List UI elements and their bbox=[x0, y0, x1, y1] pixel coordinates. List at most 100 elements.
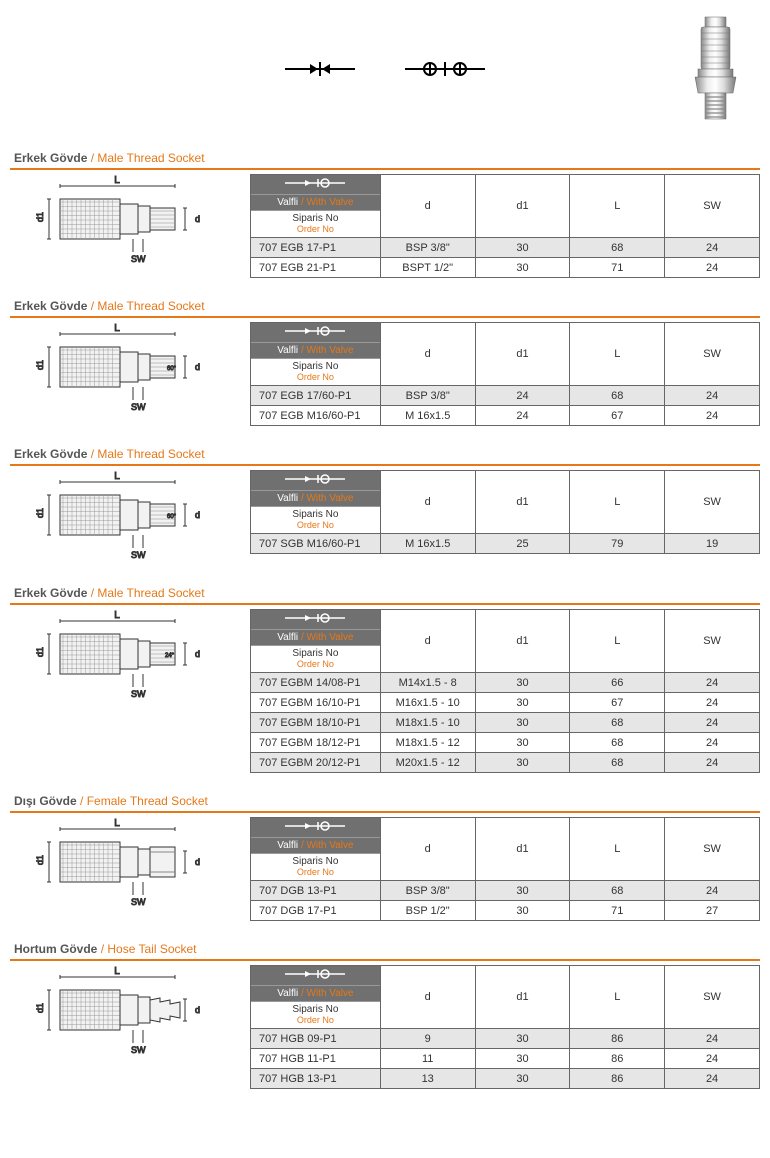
col-SW: SW bbox=[665, 175, 760, 238]
col-SW: SW bbox=[665, 323, 760, 386]
section-body: L d1 bbox=[10, 170, 760, 278]
cell-order: 707 EGBM 18/10-P1 bbox=[251, 713, 381, 733]
cell-d1: 30 bbox=[475, 1029, 570, 1049]
section-header: Hortum Gövde / Hose Tail Socket bbox=[10, 939, 760, 961]
cell-d: M 16x1.5 bbox=[380, 534, 475, 554]
col-d1: d1 bbox=[475, 471, 570, 534]
cell-SW: 24 bbox=[665, 1049, 760, 1069]
spec-table: Valfli / With Valve Siparis NoOrder No d… bbox=[250, 817, 760, 921]
table-row: 707 EGB 17-P1 BSP 3/8" 30 68 24 bbox=[251, 238, 760, 258]
cell-SW: 24 bbox=[665, 881, 760, 901]
technical-drawing: L 60° d1 bbox=[10, 322, 240, 417]
technical-drawing: L d1 d bbox=[10, 965, 240, 1060]
cell-order: 707 HGB 09-P1 bbox=[251, 1029, 381, 1049]
cell-d1: 30 bbox=[475, 753, 570, 773]
svg-text:d: d bbox=[195, 214, 200, 224]
cell-d: M14x1.5 - 8 bbox=[380, 673, 475, 693]
table-row: 707 DGB 17-P1 BSP 1/2" 30 71 27 bbox=[251, 901, 760, 921]
col-SW: SW bbox=[665, 610, 760, 673]
table-row: 707 EGB 17/60-P1 BSP 3/8" 24 68 24 bbox=[251, 386, 760, 406]
svg-text:SW: SW bbox=[131, 550, 146, 560]
spec-table: Valfli / With Valve Siparis NoOrder No d… bbox=[250, 609, 760, 773]
col-d: d bbox=[380, 323, 475, 386]
svg-text:d1: d1 bbox=[35, 647, 45, 657]
cell-d1: 24 bbox=[475, 386, 570, 406]
cell-L: 68 bbox=[570, 733, 665, 753]
technical-drawing: L d1 bbox=[10, 174, 240, 269]
cell-d1: 30 bbox=[475, 258, 570, 278]
svg-text:d1: d1 bbox=[35, 212, 45, 222]
section-title-en: / Male Thread Socket bbox=[91, 447, 205, 461]
valve-icon bbox=[251, 610, 380, 630]
header-order-col: Valfli / With Valve Siparis NoOrder No bbox=[251, 818, 381, 881]
col-d1: d1 bbox=[475, 175, 570, 238]
cell-L: 66 bbox=[570, 673, 665, 693]
cell-order: 707 EGBM 20/12-P1 bbox=[251, 753, 381, 773]
cell-d1: 30 bbox=[475, 1049, 570, 1069]
cell-d: BSP 3/8" bbox=[380, 238, 475, 258]
col-L: L bbox=[570, 323, 665, 386]
section-body: L 60° d1 bbox=[10, 318, 760, 426]
cell-L: 79 bbox=[570, 534, 665, 554]
section-title-tr: Erkek Gövde bbox=[14, 299, 87, 313]
table-row: 707 EGB 21-P1 BSPT 1/2" 30 71 24 bbox=[251, 258, 760, 278]
product-photo bbox=[680, 10, 750, 130]
cell-order: 707 EGB 17-P1 bbox=[251, 238, 381, 258]
technical-drawing: L 24° d1 bbox=[10, 609, 240, 704]
valve-label: Valfli / With Valve bbox=[251, 195, 380, 211]
cell-order: 707 SGB M16/60-P1 bbox=[251, 534, 381, 554]
spec-table: Valfli / With Valve Siparis NoOrder No d… bbox=[250, 470, 760, 554]
cell-d: M18x1.5 - 12 bbox=[380, 733, 475, 753]
section-body: L d1 bbox=[10, 813, 760, 921]
section-title-en: / Male Thread Socket bbox=[91, 151, 205, 165]
svg-text:L: L bbox=[114, 471, 120, 482]
cell-d: 9 bbox=[380, 1029, 475, 1049]
svg-text:d1: d1 bbox=[35, 855, 45, 865]
cell-SW: 24 bbox=[665, 693, 760, 713]
table-row: 707 HGB 13-P1 13 30 86 24 bbox=[251, 1069, 760, 1089]
section-header: Erkek Gövde / Male Thread Socket bbox=[10, 444, 760, 466]
cell-order: 707 EGBM 14/08-P1 bbox=[251, 673, 381, 693]
cell-d: BSP 1/2" bbox=[380, 901, 475, 921]
svg-text:24°: 24° bbox=[165, 653, 175, 659]
cell-L: 67 bbox=[570, 406, 665, 426]
spec-table: Valfli / With Valve Siparis NoOrder No d… bbox=[250, 174, 760, 278]
cell-SW: 27 bbox=[665, 901, 760, 921]
header-order-col: Valfli / With Valve Siparis NoOrder No bbox=[251, 966, 381, 1029]
cell-L: 68 bbox=[570, 753, 665, 773]
product-section: Erkek Gövde / Male Thread Socket L 60° bbox=[10, 296, 760, 426]
section-body: L 24° d1 bbox=[10, 605, 760, 773]
section-title-tr: Hortum Gövde bbox=[14, 942, 97, 956]
valve-label: Valfli / With Valve bbox=[251, 343, 380, 359]
col-L: L bbox=[570, 610, 665, 673]
table-row: 707 HGB 09-P1 9 30 86 24 bbox=[251, 1029, 760, 1049]
table-row: 707 EGBM 16/10-P1 M16x1.5 - 10 30 67 24 bbox=[251, 693, 760, 713]
svg-text:d1: d1 bbox=[35, 508, 45, 518]
cell-SW: 24 bbox=[665, 258, 760, 278]
section-title-en: / Hose Tail Socket bbox=[101, 942, 197, 956]
cell-d1: 30 bbox=[475, 901, 570, 921]
section-header: Erkek Gövde / Male Thread Socket bbox=[10, 583, 760, 605]
valve-icon bbox=[251, 175, 380, 195]
technical-drawing: L 60° d1 bbox=[10, 470, 240, 565]
cell-order: 707 DGB 17-P1 bbox=[251, 901, 381, 921]
valve-label: Valfli / With Valve bbox=[251, 986, 380, 1002]
svg-text:d: d bbox=[195, 857, 200, 867]
col-SW: SW bbox=[665, 966, 760, 1029]
flow-symbol-2 bbox=[405, 59, 485, 82]
svg-text:L: L bbox=[114, 175, 120, 186]
flow-symbol-1 bbox=[285, 59, 355, 82]
cell-L: 71 bbox=[570, 258, 665, 278]
header-order-col: Valfli / With Valve Siparis NoOrder No bbox=[251, 323, 381, 386]
cell-SW: 24 bbox=[665, 1029, 760, 1049]
svg-text:SW: SW bbox=[131, 1045, 146, 1055]
col-d: d bbox=[380, 175, 475, 238]
table-row: 707 SGB M16/60-P1 M 16x1.5 25 79 19 bbox=[251, 534, 760, 554]
technical-drawing: L d1 bbox=[10, 817, 240, 912]
cell-order: 707 DGB 13-P1 bbox=[251, 881, 381, 901]
cell-order: 707 EGBM 18/12-P1 bbox=[251, 733, 381, 753]
cell-SW: 24 bbox=[665, 386, 760, 406]
col-d: d bbox=[380, 818, 475, 881]
cell-L: 67 bbox=[570, 693, 665, 713]
col-d: d bbox=[380, 610, 475, 673]
